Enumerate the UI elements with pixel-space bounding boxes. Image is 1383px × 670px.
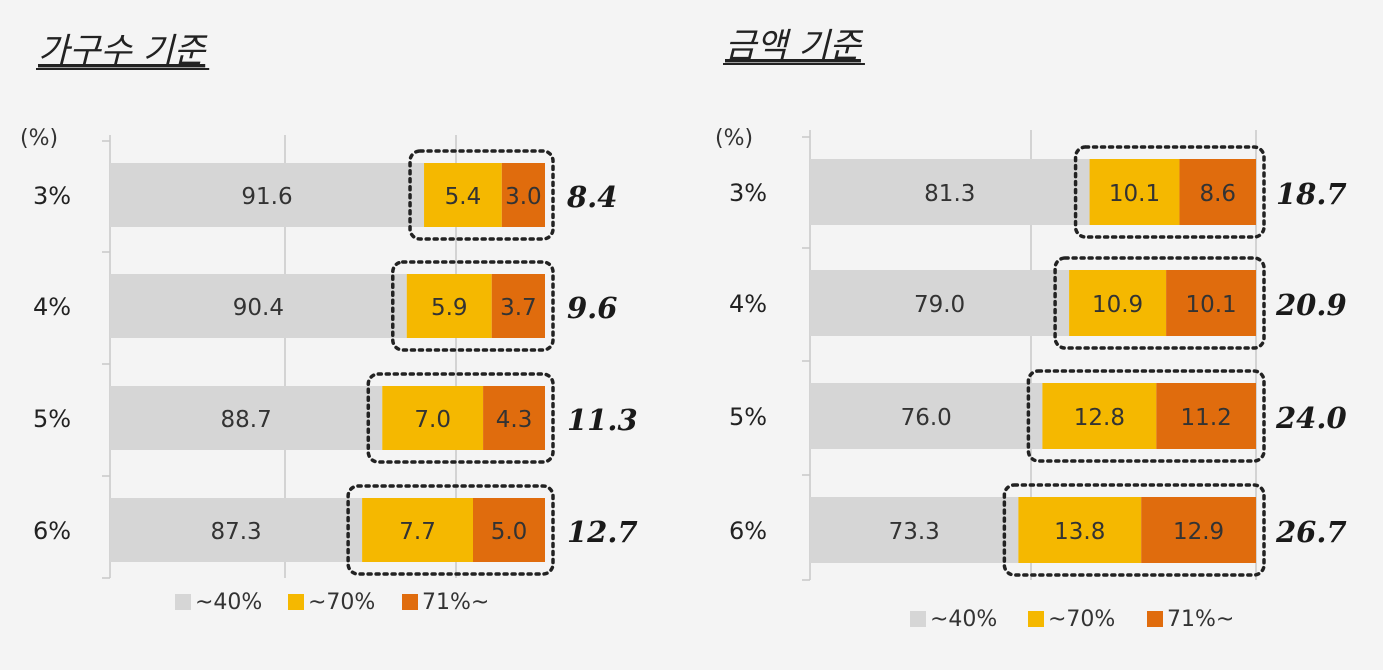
data-label: 10.1 xyxy=(1185,292,1236,318)
highlight-sum: 12.7 xyxy=(567,515,638,549)
bar-segment-low xyxy=(810,159,1090,225)
bar-segment-high xyxy=(1156,383,1256,449)
highlight-sum: 9.6 xyxy=(567,291,617,325)
chart-households: 가구수 기준 (%) 3% 91.6 5.4 3.0 8.4 4% 90.4 5.9 3.7 9.6 5… xyxy=(20,31,638,615)
bar-segment-mid xyxy=(1042,383,1157,449)
bar-segment-low xyxy=(110,163,425,227)
category-label: 5% xyxy=(729,403,767,431)
legend-label: ~40% xyxy=(195,590,262,615)
data-label: 11.2 xyxy=(1181,405,1232,431)
data-label: 8.6 xyxy=(1199,181,1236,207)
data-label: 90.4 xyxy=(233,295,284,321)
bar-segment-low xyxy=(810,497,1019,563)
bar-segment-high xyxy=(501,163,545,227)
data-label: 13.8 xyxy=(1054,519,1105,545)
data-label: 12.9 xyxy=(1173,519,1224,545)
highlight-box xyxy=(1053,256,1266,350)
data-label: 76.0 xyxy=(901,405,952,431)
data-label: 5.9 xyxy=(431,295,468,321)
category-label: 3% xyxy=(729,179,767,207)
highlight-sum: 24.0 xyxy=(1275,401,1347,435)
legend-label: 71%~ xyxy=(1167,607,1234,632)
bar-segment-mid xyxy=(1069,270,1167,336)
bar-segment-high xyxy=(491,274,545,338)
highlight-sum: 26.7 xyxy=(1275,515,1347,549)
data-label: 91.6 xyxy=(241,184,292,210)
highlight-sum: 18.7 xyxy=(1276,177,1347,211)
bar-segment-high xyxy=(1166,270,1256,336)
bar-segment-low xyxy=(810,383,1043,449)
bar-segment-low xyxy=(810,270,1070,336)
category-label: 3% xyxy=(33,182,71,210)
data-label: 7.0 xyxy=(414,407,451,433)
highlight-sum: 11.3 xyxy=(567,403,638,437)
data-label: 87.3 xyxy=(210,519,261,545)
highlight-box xyxy=(1073,145,1266,239)
bar-segment-mid xyxy=(382,386,484,450)
bar-segment-low xyxy=(110,498,363,562)
bar-segment-high xyxy=(473,498,545,562)
highlight-box xyxy=(366,372,555,464)
bar-segment-high xyxy=(1179,159,1256,225)
legend-label: ~70% xyxy=(1048,607,1115,632)
bar-segment-high xyxy=(1141,497,1256,563)
legend-swatch xyxy=(1028,611,1044,627)
data-label: 79.0 xyxy=(914,292,965,318)
unit-label: (%) xyxy=(20,126,58,151)
legend-swatch xyxy=(910,611,926,627)
data-label: 4.3 xyxy=(496,407,533,433)
category-label: 5% xyxy=(33,405,71,433)
category-label: 6% xyxy=(33,517,71,545)
legend-swatch xyxy=(175,594,191,610)
data-label: 10.1 xyxy=(1109,181,1160,207)
legend-swatch xyxy=(402,594,418,610)
data-label: 88.7 xyxy=(221,407,272,433)
data-label: 7.7 xyxy=(399,519,436,545)
chart-title: 금액 기준 xyxy=(725,26,864,66)
category-label: 6% xyxy=(729,517,767,545)
chart-title: 가구수 기준 xyxy=(38,31,208,71)
data-label: 12.8 xyxy=(1074,405,1125,431)
bar-segment-mid xyxy=(406,274,492,338)
legend-swatch xyxy=(1147,611,1163,627)
data-label: 10.9 xyxy=(1092,292,1143,318)
data-label: 5.4 xyxy=(445,184,482,210)
data-label: 3.0 xyxy=(505,184,542,210)
data-label: 73.3 xyxy=(889,519,940,545)
bar-segment-mid xyxy=(362,498,473,562)
bar-segment-low xyxy=(110,386,383,450)
legend-label: ~70% xyxy=(308,590,375,615)
category-label: 4% xyxy=(33,293,71,321)
chart-amount: 금액 기준 (%) 3% 81.3 10.1 8.6 18.7 4% 79.0 10.9 10.1 2… xyxy=(715,26,1347,632)
highlight-sum: 8.4 xyxy=(566,180,617,214)
data-label: 3.7 xyxy=(500,295,537,321)
bar-segment-low xyxy=(110,274,407,338)
legend-label: ~40% xyxy=(930,607,997,632)
bar-segment-mid xyxy=(424,163,502,227)
highlight-box xyxy=(1026,369,1266,463)
bar-segment-mid xyxy=(1089,159,1180,225)
highlight-box xyxy=(408,149,555,241)
bar-segment-mid xyxy=(1018,497,1142,563)
highlight-box xyxy=(1002,483,1266,577)
data-label: 81.3 xyxy=(924,181,975,207)
bar-segment-high xyxy=(483,386,545,450)
highlight-box xyxy=(346,484,555,576)
category-label: 4% xyxy=(729,290,767,318)
unit-label: (%) xyxy=(715,126,753,151)
data-label: 5.0 xyxy=(491,519,528,545)
highlight-sum: 20.9 xyxy=(1275,288,1347,322)
legend-label: 71%~ xyxy=(422,590,489,615)
legend-swatch xyxy=(288,594,304,610)
